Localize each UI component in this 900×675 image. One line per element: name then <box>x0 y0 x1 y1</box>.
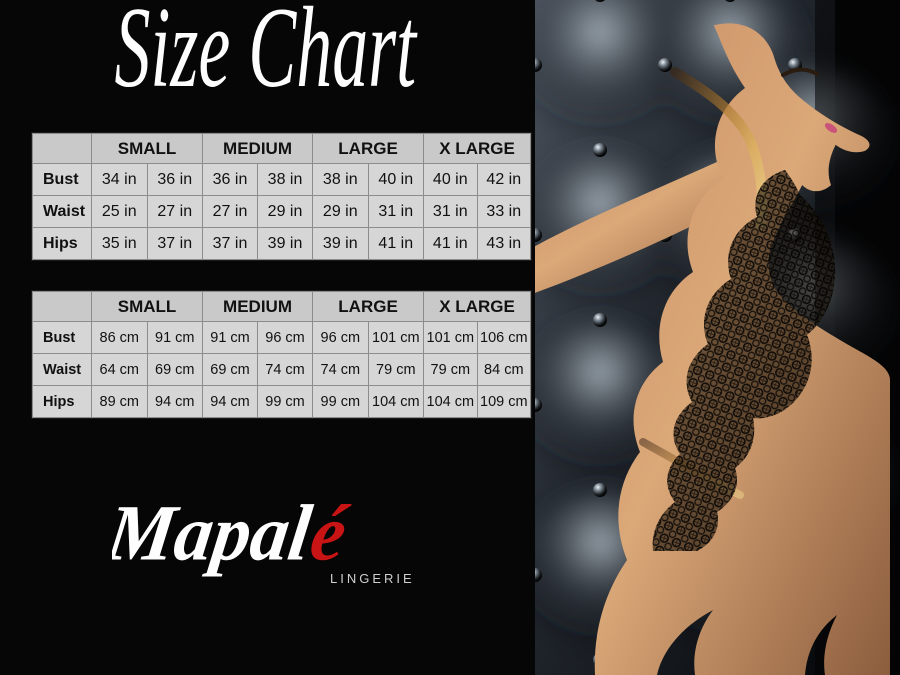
svg-text:Mapal: Mapal <box>112 488 317 577</box>
svg-text:LINGERIE: LINGERIE <box>330 571 415 586</box>
